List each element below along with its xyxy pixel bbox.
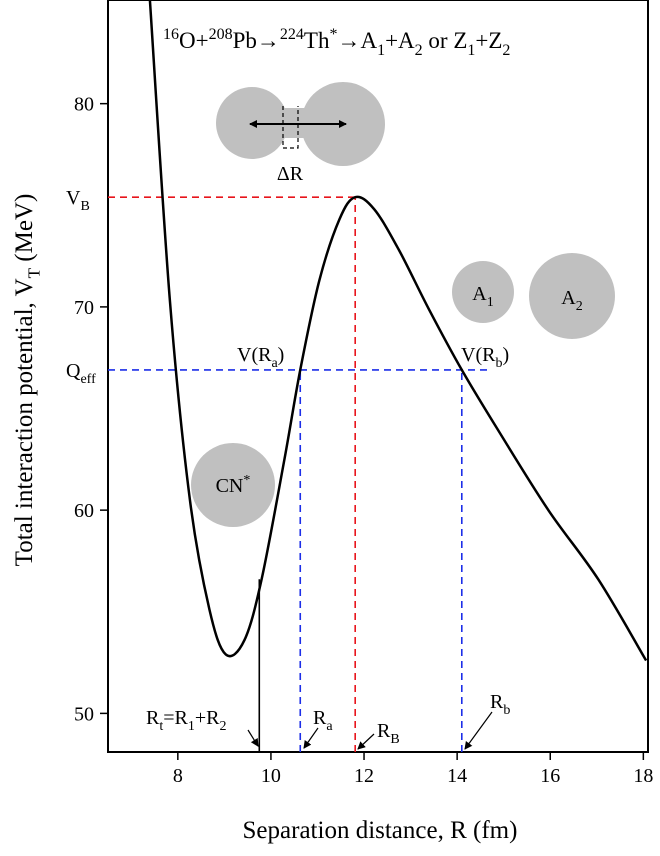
x-tick-label: 16 bbox=[540, 765, 560, 787]
text-segment: R bbox=[313, 707, 327, 729]
annotation: Rt=R1+R2 bbox=[146, 707, 226, 734]
text-segment: R bbox=[146, 707, 160, 729]
text-segment: B bbox=[80, 199, 89, 214]
text-segment: Q bbox=[66, 360, 81, 382]
text-segment: 1 bbox=[188, 719, 195, 734]
x-tick-label: 14 bbox=[447, 765, 467, 787]
annotation: ΔR bbox=[277, 163, 304, 185]
text-segment: ) bbox=[278, 344, 285, 366]
text-segment: Separation distance, R (fm) bbox=[243, 817, 518, 844]
annotation: Rb bbox=[490, 691, 510, 718]
text-segment: 224 bbox=[280, 26, 304, 43]
text-segment: V(R bbox=[461, 344, 496, 366]
compound-nucleus bbox=[191, 443, 275, 527]
text-segment: b bbox=[495, 356, 502, 371]
annotation: A1 bbox=[472, 283, 493, 310]
annotation: CN* bbox=[216, 473, 251, 497]
text-segment: (MeV) bbox=[11, 194, 38, 268]
chart-title: 16O+208Pb→224Th*→A1+A2 or Z1+Z2 bbox=[163, 26, 510, 59]
text-segment: * bbox=[243, 473, 250, 488]
text-segment: t bbox=[159, 719, 163, 734]
text-segment: →A bbox=[337, 28, 377, 53]
x-axis-label: Separation distance, R (fm) bbox=[243, 817, 518, 844]
text-segment: B bbox=[390, 732, 399, 747]
text-segment: 16 bbox=[163, 26, 179, 43]
text-segment: 2 bbox=[219, 719, 226, 734]
y-tick-label: 70 bbox=[74, 297, 94, 319]
x-tick-label: 18 bbox=[633, 765, 653, 787]
fragment-a1 bbox=[452, 261, 514, 323]
plot-frame bbox=[107, 0, 649, 753]
dumbbell-icon bbox=[216, 82, 385, 166]
x-tick-label: 8 bbox=[173, 765, 183, 787]
y-tick-label: 60 bbox=[74, 500, 94, 522]
text-segment: R bbox=[377, 720, 391, 742]
text-segment: 2 bbox=[576, 299, 583, 314]
text-segment: a bbox=[326, 719, 333, 734]
text-segment: +A bbox=[385, 28, 415, 53]
text-segment: +R bbox=[195, 707, 220, 729]
text-segment: =R bbox=[163, 707, 188, 729]
text-segment: eff bbox=[80, 372, 96, 387]
y-tick-label: 50 bbox=[74, 703, 94, 725]
text-segment: V(R bbox=[237, 344, 272, 366]
text-segment: Th bbox=[304, 28, 330, 53]
text-segment: ) bbox=[502, 344, 509, 366]
text-segment: A bbox=[472, 283, 487, 305]
ref-tick-label: Qeff bbox=[66, 360, 96, 387]
annotation: RB bbox=[377, 720, 400, 747]
text-segment: 208 bbox=[209, 26, 233, 43]
text-segment: V bbox=[66, 187, 81, 209]
x-tick-label: 10 bbox=[261, 765, 281, 787]
fragment-a2 bbox=[529, 253, 615, 339]
text-segment: O+ bbox=[179, 28, 209, 53]
text-segment: 2 bbox=[415, 42, 423, 59]
text-segment: 1 bbox=[487, 295, 494, 310]
text-segment: T bbox=[25, 267, 44, 278]
text-segment: * bbox=[329, 26, 337, 43]
annotation: Ra bbox=[313, 707, 333, 734]
text-segment: R bbox=[490, 691, 504, 713]
text-segment: 1 bbox=[467, 42, 475, 59]
text-segment: 1 bbox=[377, 42, 385, 59]
annotation: V(Rb) bbox=[461, 344, 509, 371]
text-segment: b bbox=[503, 703, 510, 718]
text-segment: 2 bbox=[502, 42, 510, 59]
potential-curve bbox=[148, 0, 648, 662]
ref-tick-label: VB bbox=[66, 187, 90, 214]
text-segment: ΔR bbox=[277, 163, 304, 185]
text-segment: CN bbox=[216, 475, 244, 497]
annotation: V(Ra) bbox=[237, 344, 284, 371]
y-tick-label: 80 bbox=[74, 94, 94, 116]
label-arrows bbox=[247, 711, 493, 750]
text-segment: a bbox=[271, 356, 278, 371]
annotation: A2 bbox=[561, 287, 582, 314]
text-segment: A bbox=[561, 287, 576, 309]
text-segment: Pb→ bbox=[233, 28, 280, 53]
x-tick-label: 12 bbox=[354, 765, 374, 787]
y-axis-label: Total interaction potential, VT (MeV) bbox=[11, 194, 44, 567]
text-segment: or Z bbox=[423, 28, 468, 53]
text-segment: Total interaction potential, V bbox=[11, 278, 38, 566]
text-segment: +Z bbox=[475, 28, 502, 53]
